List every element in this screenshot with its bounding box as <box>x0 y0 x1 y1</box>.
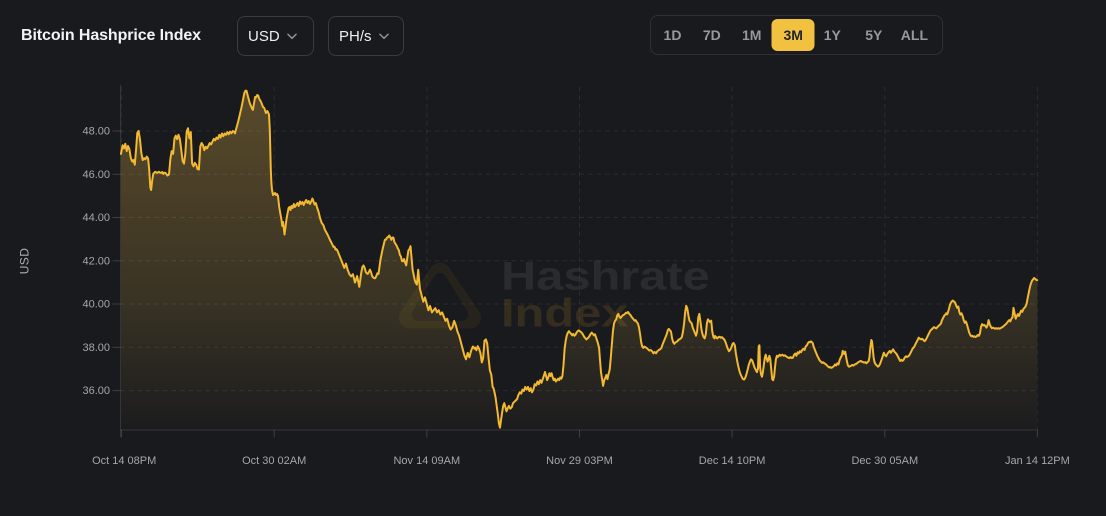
svg-text:Nov 14 09AM: Nov 14 09AM <box>393 455 460 467</box>
svg-text:Nov 29 03PM: Nov 29 03PM <box>546 455 613 467</box>
svg-text:Dec 14 10PM: Dec 14 10PM <box>699 455 766 467</box>
svg-text:Jan 14 12PM: Jan 14 12PM <box>1005 455 1070 467</box>
svg-text:46.00: 46.00 <box>82 169 110 181</box>
svg-text:42.00: 42.00 <box>82 255 110 267</box>
svg-text:Oct 30 02AM: Oct 30 02AM <box>242 455 306 467</box>
svg-text:38.00: 38.00 <box>82 342 110 354</box>
svg-text:48.00: 48.00 <box>82 126 110 138</box>
svg-text:Dec 30 05AM: Dec 30 05AM <box>851 455 918 467</box>
svg-text:USD: USD <box>18 248 32 275</box>
svg-text:Oct 14 08PM: Oct 14 08PM <box>92 455 156 467</box>
svg-text:44.00: 44.00 <box>82 212 110 224</box>
svg-text:Hashrate: Hashrate <box>501 255 710 299</box>
svg-text:36.00: 36.00 <box>82 385 110 397</box>
svg-text:Index: Index <box>501 292 629 336</box>
svg-text:40.00: 40.00 <box>82 299 110 311</box>
